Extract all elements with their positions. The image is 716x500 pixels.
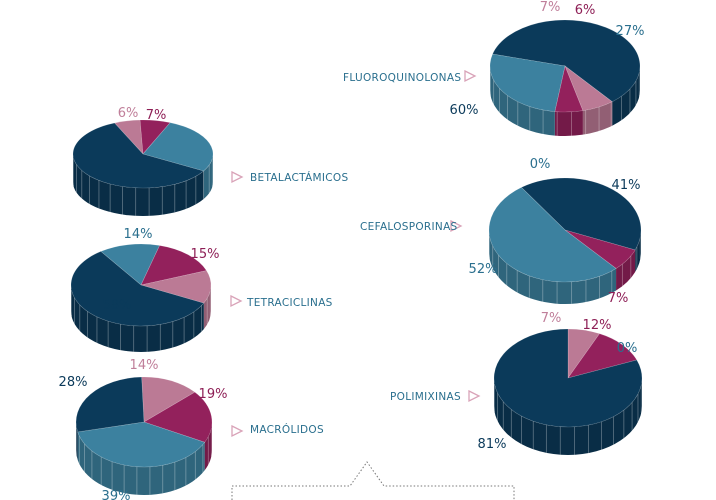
pie-slice-magenta	[143, 391, 213, 443]
slice-percent-label: 14%	[124, 227, 153, 242]
pie-slice-teal	[488, 187, 617, 283]
pie-slice-pink	[564, 65, 613, 112]
pie-side-segment	[554, 110, 583, 136]
pie-chart-macrolidos: 14% 19% 39% 28% MACRÓLIDOS	[59, 358, 324, 500]
pie-slice-magenta	[567, 333, 638, 379]
category-label: POLIMIXINAS	[390, 391, 461, 403]
category-label: MACRÓLIDOS	[250, 423, 324, 436]
slice-percent-label: 28%	[59, 375, 88, 390]
slice-percent-label: 19%	[199, 387, 228, 402]
category-label: TETRACICLINAS	[246, 297, 333, 309]
pie-slice-navy	[75, 376, 145, 433]
pie-side-segment	[582, 101, 613, 135]
pie-chart-betalactamicos: 6% 7% BETALACTÁMICOS	[72, 106, 348, 216]
slice-percent-label: 7%	[541, 311, 562, 326]
pie-side-segment	[635, 230, 641, 272]
pie-slice-pink	[140, 270, 212, 304]
pointer-arrow-icon	[464, 69, 477, 83]
slice-percent-label: 41%	[612, 178, 641, 193]
pie-side-walls	[494, 378, 642, 455]
slice-percent-label: 0%	[617, 341, 638, 356]
callout-box-outline	[231, 461, 515, 500]
pie-slice-navy	[520, 177, 642, 251]
slice-percent-label: 6%	[575, 3, 596, 18]
pie-slice-navy	[72, 122, 205, 189]
slice-percent-label: 52%	[469, 262, 498, 277]
pie-side-walls	[490, 66, 640, 136]
pie-side-segment	[489, 230, 617, 305]
pie-side-walls	[73, 154, 213, 216]
pie-slice-teal	[77, 421, 206, 468]
pie-side-walls	[76, 422, 212, 496]
pointer-arrow-icon	[231, 170, 244, 184]
category-label: BETALACTÁMICOS	[250, 171, 348, 184]
pie-side-walls	[71, 285, 211, 352]
category-label: FLUOROQUINOLONAS	[343, 72, 461, 84]
slice-percent-label: 12%	[583, 318, 612, 333]
slice-percent-label: 15%	[191, 247, 220, 262]
pie-slice-pink	[567, 328, 600, 379]
pie-side-segment	[71, 285, 204, 352]
pie-slice-navy	[492, 19, 641, 103]
pie-side-segment	[494, 378, 642, 455]
slice-percent-label: 7%	[540, 0, 561, 15]
pie-side-segment	[490, 66, 555, 136]
pie-side-segment	[612, 66, 640, 126]
slice-percent-label: 0%	[530, 157, 551, 172]
pie-slice-magenta	[554, 64, 584, 113]
slice-percent-label: 39%	[102, 489, 131, 500]
pie-chart-polimixinas: 7% 12% 0% 81% POLIMIXINAS	[390, 311, 643, 455]
pie-slice-magenta	[139, 119, 171, 155]
slice-percent-label: 6%	[118, 106, 139, 121]
pie-slice-teal	[142, 122, 214, 172]
pie-chart-tetraciclinas: 14% 15% 58% TETRACICLINAS	[70, 227, 333, 352]
pointer-arrow-icon	[230, 294, 243, 308]
slice-percent-label: 7%	[608, 291, 629, 306]
pie-slice-navy	[70, 251, 205, 327]
pie-side-segment	[77, 431, 205, 496]
slice-percent-label: 81%	[478, 437, 507, 452]
pie-side-segment	[203, 285, 211, 330]
pie-side-segment	[203, 154, 213, 199]
slice-percent-label: 27%	[616, 24, 645, 39]
pie-slice-teal	[489, 53, 566, 112]
pie-side-segment	[204, 422, 212, 471]
pie-side-segment	[73, 154, 204, 216]
pie-slice-pink	[113, 119, 144, 155]
pie-side-segment	[76, 422, 78, 460]
pointer-arrow-icon	[468, 389, 481, 403]
slice-percent-label: 14%	[130, 358, 159, 373]
pie-slice-magenta	[140, 245, 208, 286]
category-label: CEFALOSPORINAS	[360, 221, 458, 233]
pie-side-walls	[489, 230, 641, 305]
pie-side-segment	[616, 249, 636, 291]
pie-slice-magenta	[564, 229, 636, 269]
slice-percent-label: 58%	[103, 298, 132, 313]
pie-slice-teal	[100, 243, 161, 286]
pie-slice-navy	[493, 328, 643, 428]
pie-slice-pink	[141, 376, 196, 423]
pie-chart-cefalosporinas: 0% 41% 7% 52% CEFALOSPORINAS	[360, 157, 642, 306]
slice-percent-label: 7%	[146, 108, 167, 123]
pointer-arrow-icon	[231, 424, 244, 438]
slice-percent-label: 60%	[450, 103, 479, 118]
pointer-arrow-icon	[450, 219, 463, 233]
pie-chart-fluoroquinolonas: 60% 7% 6% 27% FLUOROQUINOLONAS	[343, 0, 644, 136]
